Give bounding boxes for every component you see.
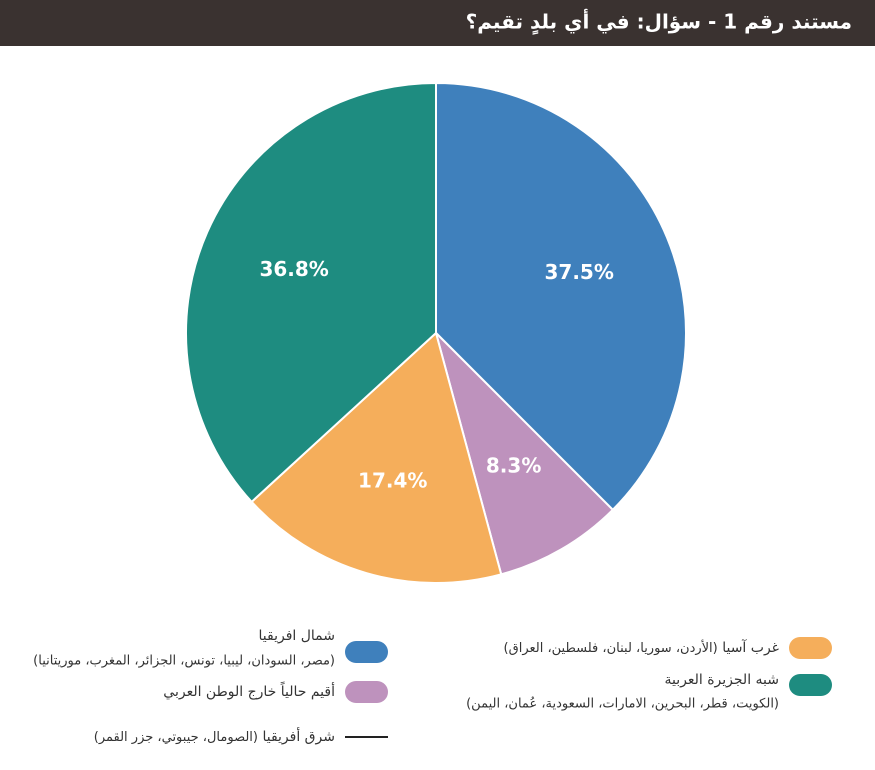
- legend-swatch: [789, 637, 832, 659]
- legend-name: غرب آسيا: [722, 639, 779, 656]
- legend-swatch: [345, 681, 388, 703]
- legend-detail: (الصومال، جيبوتي، جزر القمر): [94, 730, 258, 745]
- legend-name: أقيم حالياً خارج الوطن العربي: [163, 681, 335, 700]
- pie-slice: [434, 329, 615, 576]
- legend-detail: (مصر، السودان، ليبيا، تونس، الجزائر، الم…: [33, 654, 335, 669]
- legend-name: شرق أفريقيا: [262, 727, 335, 745]
- legend-name: شمال افريقيا: [259, 628, 336, 644]
- value-label: 36.8%: [259, 257, 328, 281]
- value-label: 17.4%: [358, 468, 427, 492]
- legend-swatch: [345, 641, 388, 663]
- pie-slice: [185, 81, 437, 504]
- value-label: 37.5%: [545, 260, 614, 284]
- chart-title: مستند رقم 1 - سؤال: في أي بلدٍ تقيم؟: [466, 8, 852, 35]
- value-label: 8.3%: [486, 454, 541, 478]
- header-bar: [0, 0, 875, 46]
- pie-slice: [250, 331, 503, 584]
- pie-slice: [435, 81, 688, 512]
- legend-detail: (الكويت، قطر، البحرين، الامارات، السعودي…: [466, 696, 779, 712]
- legend-entry: غرب آسيا (الأردن، سوريا، لبنان، فلسطين، …: [504, 639, 779, 657]
- legend-detail: (الأردن، سوريا، لبنان، فلسطين، العراق): [504, 639, 718, 656]
- legend-swatch: [789, 674, 832, 696]
- legend-name: شبه الجزيرة العربية: [665, 672, 780, 688]
- legend-entry: شرق أفريقيا (الصومال، جيبوتي، جزر القمر): [94, 727, 335, 745]
